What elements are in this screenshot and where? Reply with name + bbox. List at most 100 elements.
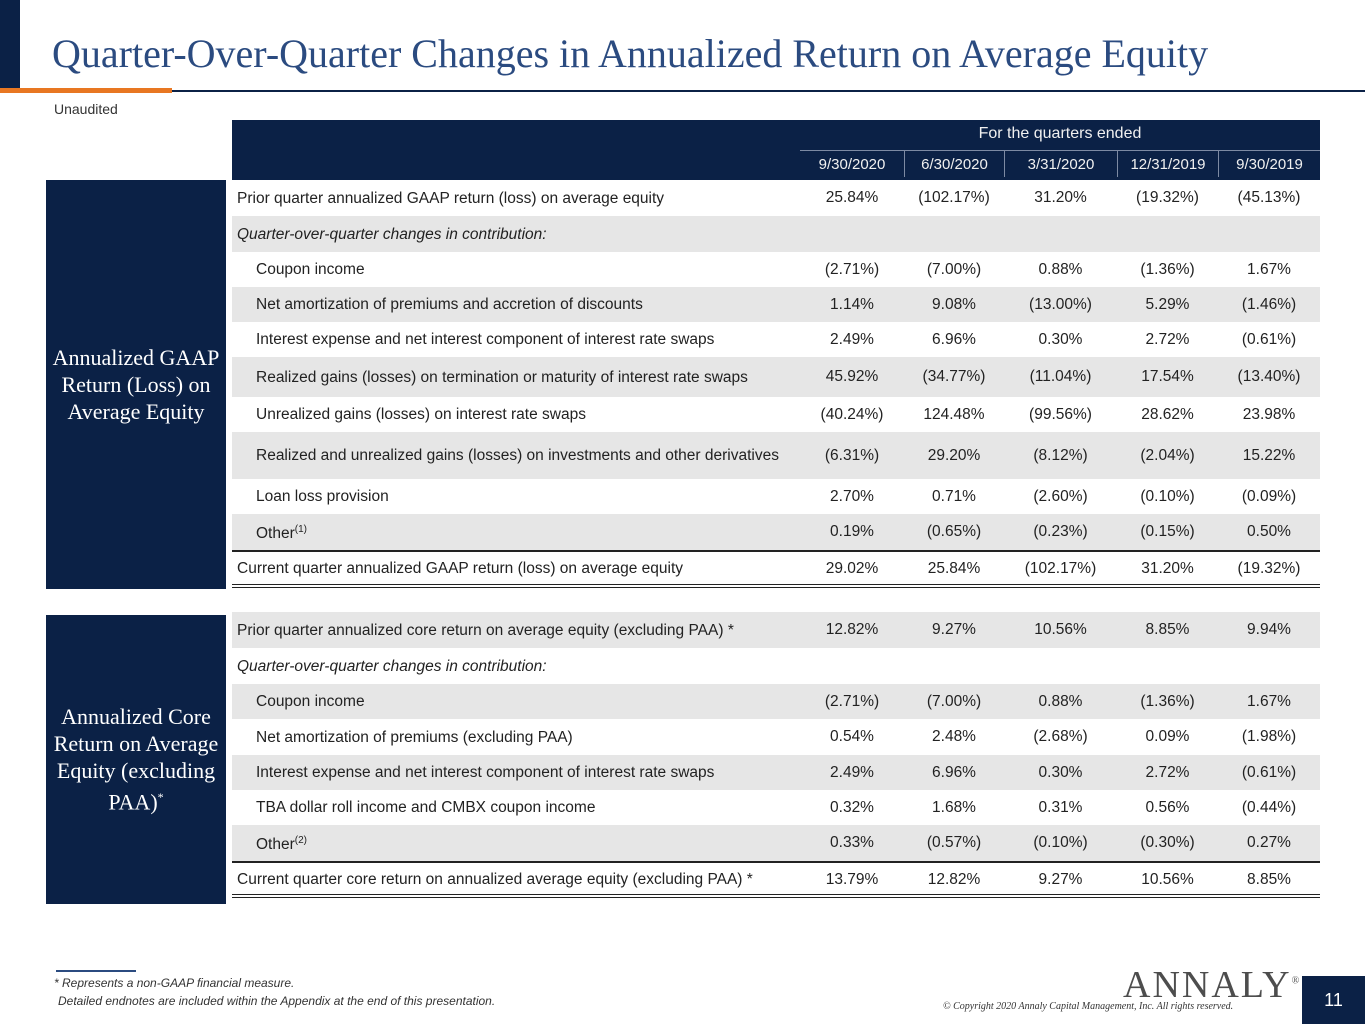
- row-value: 31.20%: [1034, 189, 1087, 206]
- row-label: Prior quarter annualized core return on …: [237, 621, 734, 639]
- row-value: (45.13%): [1237, 189, 1301, 206]
- row-value: 124.48%: [923, 405, 985, 423]
- row-value: (0.61%): [1241, 763, 1297, 781]
- row-value: 0.30%: [1038, 330, 1083, 348]
- row-value: (6.31%): [824, 446, 880, 464]
- row-value: 0.33%: [830, 834, 874, 851]
- annaly-logo: ANNALY®: [1123, 964, 1302, 1006]
- row-value: 1.68%: [932, 798, 976, 816]
- row-label: Net amortization of premiums and accreti…: [256, 296, 643, 313]
- footnote-endnotes: Detailed endnotes are included within th…: [58, 994, 496, 1008]
- row-value: 23.98%: [1242, 405, 1296, 423]
- row-value: 0.50%: [1247, 523, 1291, 540]
- page-number: 11: [1302, 976, 1365, 1024]
- row-label: Other(1): [256, 524, 307, 543]
- period-label: For the quarters ended: [978, 125, 1142, 142]
- row-label: Realized and unrealized gains (losses) o…: [256, 447, 779, 464]
- row-value: 10.56%: [1141, 870, 1194, 888]
- date-col-3: 3/31/2020: [1004, 151, 1117, 177]
- row-value: 10.56%: [1034, 621, 1087, 638]
- row-value: 2.48%: [932, 728, 976, 745]
- table-row: Coupon income (2.71%) (7.00%) 0.88% (1.36%) 1…: [232, 684, 1320, 719]
- row-value: (1.46%): [1241, 295, 1297, 313]
- row-label: Loan loss provision: [256, 488, 389, 505]
- core-section-label: Annualized Core Return on Average Equity…: [46, 615, 226, 904]
- table-row: Prior quarter annualized core return on …: [232, 612, 1320, 648]
- date-col-1: 9/30/2020: [818, 156, 886, 173]
- row-value: 25.84%: [825, 189, 879, 206]
- table-row: Net amortization of premiums (excluding …: [232, 719, 1320, 755]
- row-value: (1.36%): [1140, 692, 1195, 710]
- row-value: 2.49%: [830, 763, 874, 781]
- double-underline: [232, 894, 1320, 898]
- row-value: (7.00%): [926, 260, 982, 278]
- row-value: 1.67%: [1247, 692, 1291, 710]
- row-value: (0.10%): [1140, 487, 1195, 505]
- row-value: 2.72%: [1145, 763, 1190, 781]
- row-label: Current quarter annualized GAAP return (…: [237, 560, 684, 577]
- subtitle-unaudited: Unaudited: [54, 101, 118, 117]
- row-label: Current quarter core return on annualize…: [237, 871, 753, 888]
- row-value: 8.85%: [1247, 870, 1291, 888]
- row-value: 12.82%: [825, 621, 879, 638]
- row-label: Net amortization of premiums (excluding …: [256, 728, 573, 746]
- table-row: Realized gains (losses) on termination o…: [232, 357, 1320, 397]
- table-row: Current quarter core return on annualize…: [232, 861, 1320, 896]
- row-value: (1.98%): [1241, 728, 1297, 745]
- table-row: Realized and unrealized gains (losses) o…: [232, 432, 1320, 479]
- row-value: (7.00%): [926, 692, 982, 710]
- table-row: Other(2) 0.33% (0.57%) (0.10%) (0.30%) 0.27%: [232, 825, 1320, 861]
- row-value: (13.00%): [1029, 295, 1092, 313]
- row-value: 12.82%: [927, 870, 981, 888]
- table-row: Current quarter annualized GAAP return (…: [232, 550, 1320, 585]
- row-value: (0.57%): [926, 834, 982, 851]
- orange-accent-line: [0, 88, 172, 93]
- row-value: 1.14%: [830, 295, 874, 313]
- table-row: Coupon income (2.71%) (7.00%) 0.88% (1.36%) 1…: [232, 252, 1320, 287]
- row-value: 9.27%: [932, 621, 976, 638]
- row-value: 9.08%: [932, 295, 976, 313]
- row-value: 29.20%: [927, 446, 981, 464]
- row-value: (102.17%): [918, 189, 990, 206]
- row-value: (0.15%): [1140, 523, 1195, 540]
- table-row: Quarter-over-quarter changes in contribu…: [232, 216, 1320, 252]
- row-value: 5.29%: [1145, 295, 1190, 313]
- row-value: (8.12%): [1033, 446, 1088, 464]
- table-row: TBA dollar roll income and CMBX coupon i…: [232, 790, 1320, 825]
- table-row: Other(1) 0.19% (0.65%) (0.23%) (0.15%) 0.50%: [232, 514, 1320, 550]
- row-value: (0.09%): [1241, 487, 1297, 505]
- footnote-non-gaap: * Represents a non-GAAP financial measur…: [54, 976, 295, 990]
- row-value: 45.92%: [825, 368, 879, 385]
- row-value: (19.32%): [1237, 559, 1301, 577]
- row-value: 2.70%: [830, 487, 874, 505]
- gaap-section-label: Annualized GAAP Return (Loss) on Average…: [46, 180, 226, 589]
- row-value: (0.23%): [1033, 523, 1088, 540]
- row-label: Quarter-over-quarter changes in contribu…: [237, 657, 547, 675]
- row-value: 0.71%: [932, 487, 976, 505]
- copyright-text: © Copyright 2020 Annaly Capital Manageme…: [943, 1001, 1234, 1012]
- row-value: 0.54%: [830, 728, 874, 745]
- footnote-divider: [56, 970, 136, 972]
- table-row: Quarter-over-quarter changes in contribu…: [232, 648, 1320, 684]
- row-label: Coupon income: [256, 261, 365, 278]
- date-header-row: 9/30/2020 6/30/2020 3/31/2020 12/31/2019…: [800, 150, 1320, 177]
- row-value: 0.09%: [1145, 728, 1190, 745]
- row-value: 0.56%: [1145, 798, 1190, 816]
- table-row: Net amortization of premiums and accreti…: [232, 287, 1320, 322]
- row-label: Realized gains (losses) on termination o…: [256, 368, 748, 386]
- row-value: (102.17%): [1024, 559, 1097, 577]
- row-value: 0.27%: [1247, 834, 1291, 851]
- table-header: For the quarters ended 9/30/2020 6/30/20…: [232, 120, 1320, 180]
- row-value: (2.71%): [824, 260, 880, 278]
- row-value: 0.19%: [830, 523, 874, 540]
- row-value: 0.30%: [1038, 763, 1083, 781]
- table-row: Interest expense and net interest compon…: [232, 755, 1320, 790]
- date-col-4: 12/31/2019: [1117, 151, 1218, 177]
- date-col-5: 9/30/2019: [1218, 151, 1320, 177]
- row-value: (0.65%): [926, 523, 982, 540]
- row-value: (0.61%): [1241, 330, 1297, 348]
- row-value: 2.72%: [1145, 330, 1190, 348]
- row-value: 15.22%: [1242, 446, 1296, 464]
- row-value: (0.10%): [1033, 834, 1088, 851]
- row-value: 6.96%: [932, 330, 976, 348]
